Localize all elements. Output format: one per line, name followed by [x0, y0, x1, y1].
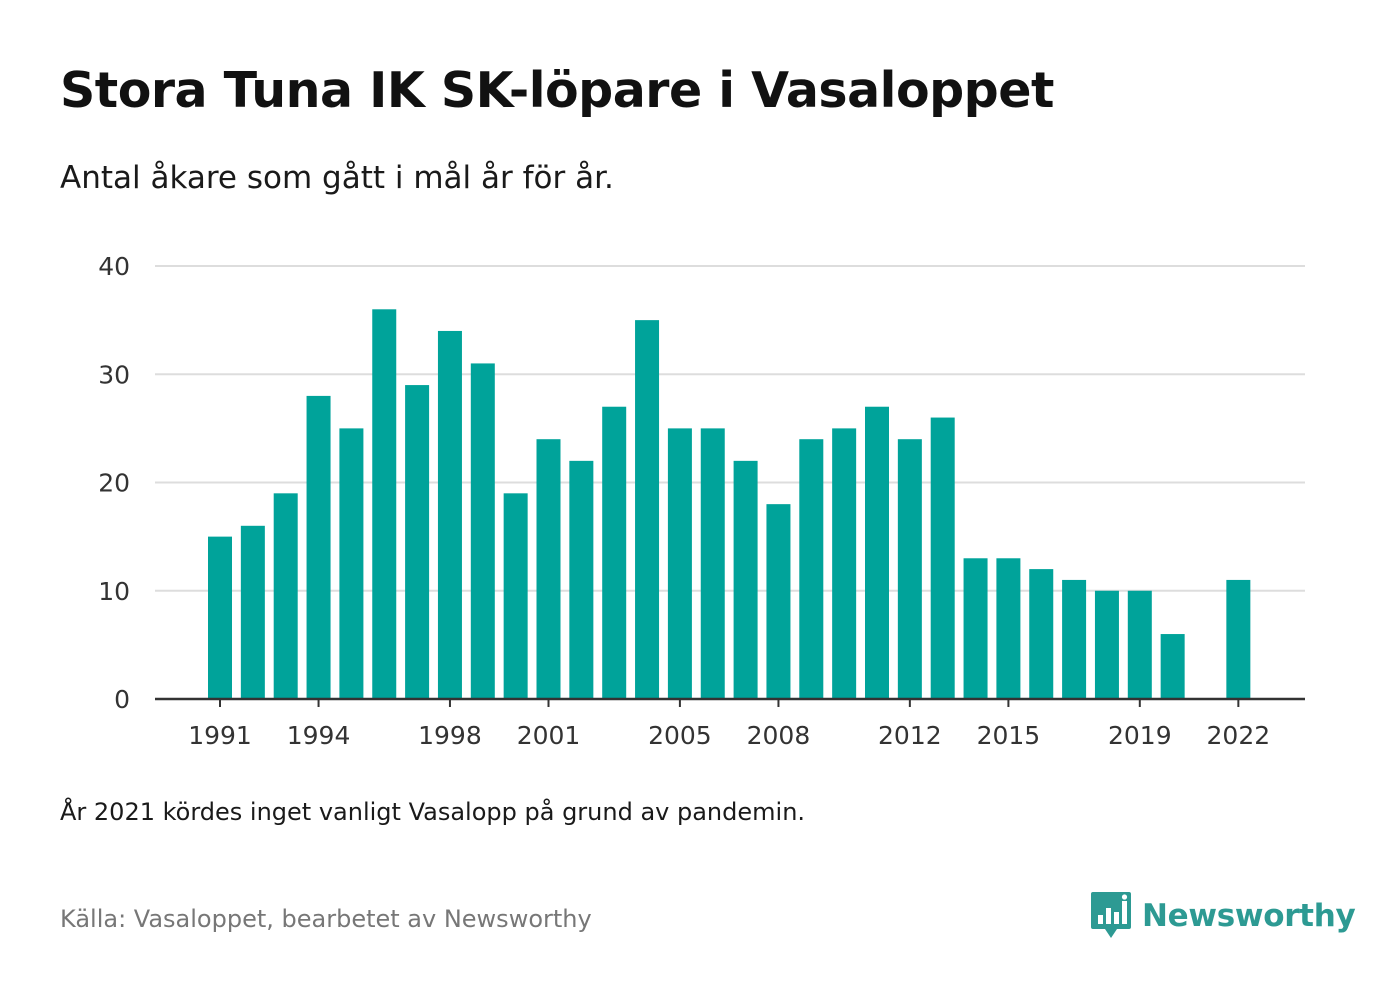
bar-2013 — [930, 417, 955, 699]
bar-2003 — [602, 406, 627, 699]
bar-2004 — [635, 320, 660, 699]
chart-note: År 2021 kördes inget vanligt Vasalopp på… — [60, 798, 806, 826]
bar-chart: 0 10 20 30 40 1991 1994 1998 2001 2005 2008 2012 201… — [98, 252, 1305, 750]
x-tick-label: 2008 — [747, 721, 811, 750]
bar-1995 — [339, 428, 364, 699]
bar-2007 — [733, 460, 758, 699]
y-tick-label: 30 — [98, 360, 130, 389]
bar-2012 — [897, 439, 922, 699]
bar-2011 — [865, 406, 889, 699]
bar-1996 — [372, 309, 397, 699]
bar-1993 — [273, 493, 298, 699]
bar-1997 — [405, 385, 430, 699]
bar-1999 — [470, 363, 495, 699]
bar-2019 — [1127, 590, 1152, 699]
bar-1994 — [306, 395, 331, 699]
axes: 0 10 20 30 40 1991 1994 1998 2001 2005 2008 2012 201… — [98, 252, 1305, 750]
x-tick-label: 2005 — [648, 721, 712, 750]
brand-logo: Newsworthy — [1090, 891, 1356, 941]
y-tick-label: 20 — [98, 469, 130, 498]
bar-2022 — [1226, 579, 1251, 699]
bars — [208, 309, 1251, 699]
bar-1998 — [437, 330, 462, 699]
x-tick-label: 1991 — [188, 721, 252, 750]
x-tick-label: 1994 — [287, 721, 351, 750]
bar-2010 — [832, 428, 857, 699]
x-tick-label: 2022 — [1207, 721, 1271, 750]
bar-2002 — [569, 460, 594, 699]
bar-2017 — [1062, 579, 1087, 699]
x-tick-label: 2012 — [878, 721, 942, 750]
bar-2020 — [1160, 634, 1185, 699]
bar-2009 — [799, 439, 824, 699]
x-tick-label: 2019 — [1108, 721, 1172, 750]
source-text: Källa: Vasaloppet, bearbetet av Newswort… — [60, 905, 592, 933]
bar-2006 — [700, 428, 725, 699]
bar-2001 — [536, 439, 561, 699]
bar-2000 — [503, 493, 528, 699]
brand-name: Newsworthy — [1142, 898, 1356, 934]
bar-2008 — [766, 504, 791, 699]
y-tick-label: 10 — [98, 577, 130, 606]
bar-2018 — [1094, 590, 1119, 699]
bar-1992 — [240, 525, 265, 699]
bar-1991 — [208, 536, 232, 699]
x-tick-label: 2015 — [977, 721, 1041, 750]
y-tick-label: 0 — [114, 685, 130, 714]
bar-2016 — [1029, 569, 1054, 699]
x-tick-label: 1998 — [418, 721, 482, 750]
bar-2015 — [996, 558, 1021, 699]
newsworthy-logo-icon — [1091, 892, 1131, 938]
chart-title: Stora Tuna IK SK-löpare i Vasaloppet — [60, 62, 1054, 119]
bar-2005 — [667, 428, 692, 699]
chart-subtitle: Antal åkare som gått i mål år för år. — [60, 160, 614, 196]
x-tick-label: 2001 — [517, 721, 581, 750]
y-tick-label: 40 — [98, 252, 130, 281]
bar-2014 — [963, 558, 988, 699]
